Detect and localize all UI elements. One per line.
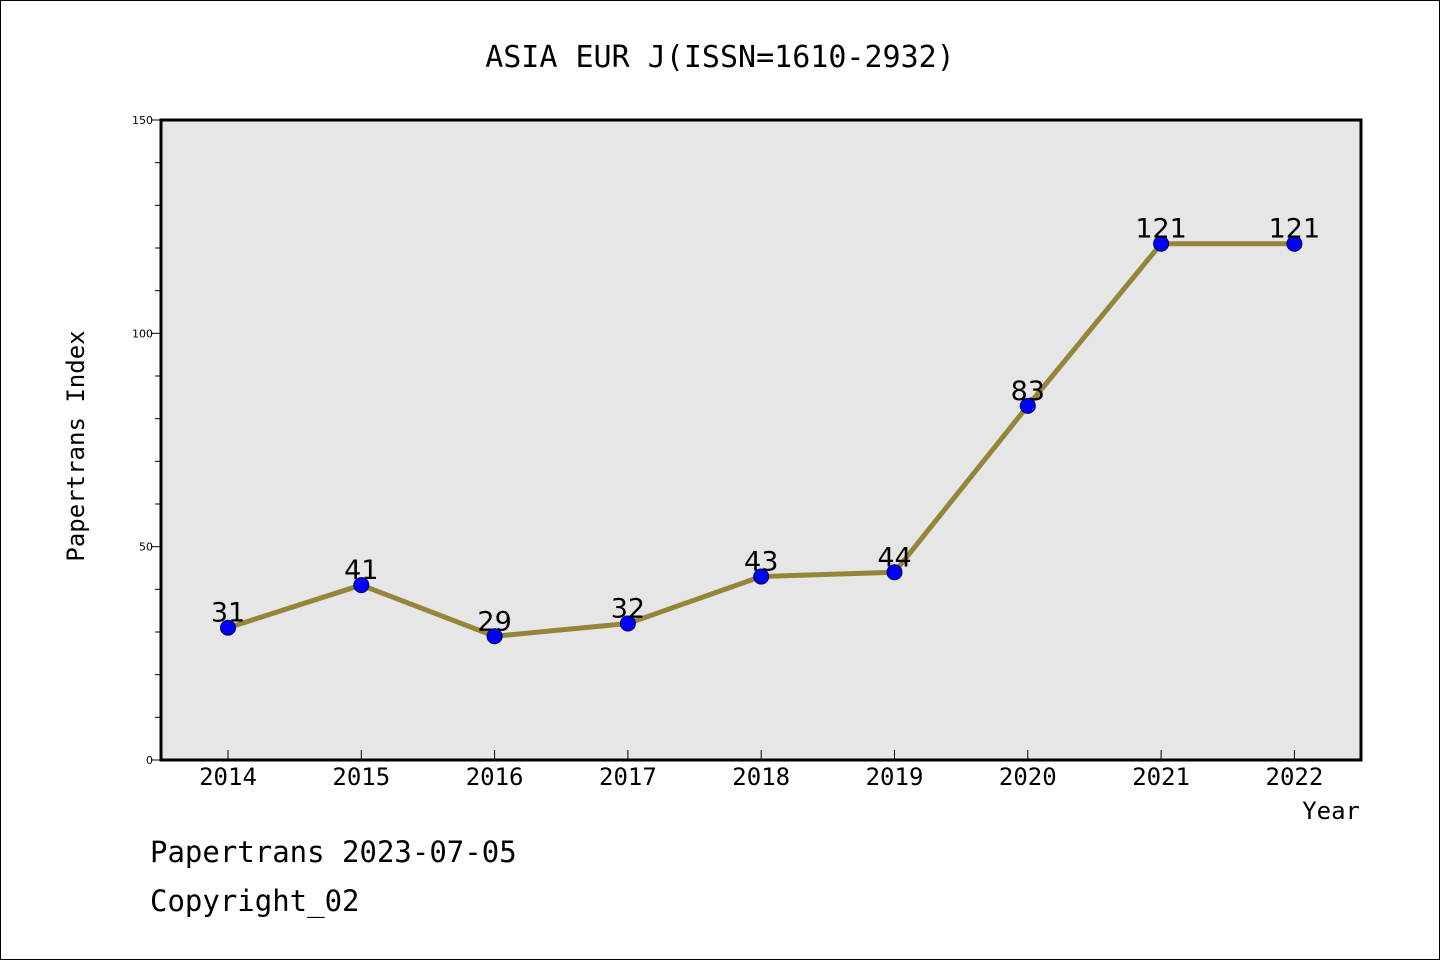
data-label: 44 xyxy=(877,542,911,573)
y-tick-label: 50 xyxy=(139,541,153,554)
data-point xyxy=(353,577,370,594)
y-tick-label: 0 xyxy=(146,754,153,767)
data-point xyxy=(1153,235,1170,252)
series-markers xyxy=(220,235,1303,645)
data-point xyxy=(1019,397,1036,414)
data-point xyxy=(1286,235,1303,252)
data-point xyxy=(886,564,903,581)
data-label: 43 xyxy=(744,547,778,578)
data-label: 32 xyxy=(611,593,645,624)
y-tick-label: 100 xyxy=(132,327,153,340)
x-axis-label: Year xyxy=(1302,797,1360,825)
data-label: 83 xyxy=(1011,376,1045,407)
data-label: 121 xyxy=(1269,214,1321,245)
plot-border xyxy=(159,118,1363,762)
data-point xyxy=(753,568,770,585)
data-label: 31 xyxy=(211,598,245,629)
footer-copyright: Copyright_02 xyxy=(150,884,360,918)
x-tick-label: 2017 xyxy=(599,763,657,791)
plot-area xyxy=(161,120,1361,760)
y-tick-label: 150 xyxy=(132,114,153,127)
data-point xyxy=(619,615,636,632)
data-point xyxy=(486,628,503,645)
data-label: 41 xyxy=(344,555,378,586)
y-axis-label: Papertrans Index xyxy=(62,330,90,561)
x-tick-label: 2022 xyxy=(1266,763,1324,791)
x-tick-label: 2016 xyxy=(466,763,524,791)
x-tick-label: 2015 xyxy=(332,763,390,791)
x-tick-label: 2020 xyxy=(999,763,1057,791)
x-tick-label: 2014 xyxy=(199,763,257,791)
x-axis: 2014 2015 2016 2017 2018 2019 2020 2021 2022 xyxy=(199,750,1323,791)
x-tick-label: 2021 xyxy=(1132,763,1190,791)
data-label: 29 xyxy=(477,606,511,637)
chart-title: ASIA EUR J(ISSN=1610-2932) xyxy=(485,40,955,75)
y-axis: 0 50 100 150 xyxy=(132,114,161,767)
data-point xyxy=(220,619,236,636)
data-label: 121 xyxy=(1135,214,1187,245)
x-tick-label: 2018 xyxy=(732,763,790,791)
x-tick-label: 2019 xyxy=(866,763,924,791)
data-labels: 31 41 29 32 43 44 83 121 121 xyxy=(211,214,1320,638)
footer-text: Papertrans 2023-07-05 xyxy=(150,835,517,869)
